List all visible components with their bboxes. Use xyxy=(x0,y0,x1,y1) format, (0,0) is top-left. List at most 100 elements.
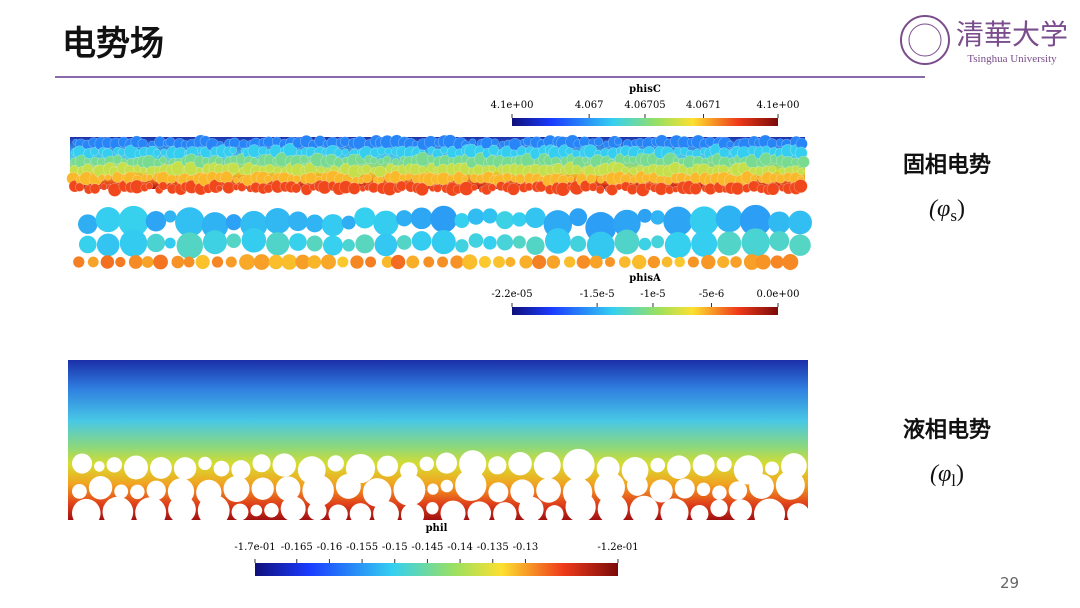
colorbar-label: -0.16 xyxy=(317,542,343,553)
anode-particle xyxy=(396,210,413,227)
cathode-particle xyxy=(415,182,429,197)
cathode-particle xyxy=(145,182,154,190)
pore xyxy=(536,478,561,503)
pore xyxy=(393,474,426,506)
anode-particle xyxy=(664,231,692,259)
pore xyxy=(94,461,105,472)
logo-name: 清華大学 xyxy=(956,19,1068,51)
pore xyxy=(650,457,666,473)
colorbar xyxy=(255,563,618,576)
pore xyxy=(467,501,492,520)
cathode-particle xyxy=(555,182,570,197)
anode-particle xyxy=(305,214,324,233)
anode-particle xyxy=(118,205,149,237)
anode-tab xyxy=(406,255,420,269)
pore xyxy=(130,484,145,500)
pore xyxy=(106,457,123,473)
anode-particle xyxy=(145,211,167,232)
pore xyxy=(488,456,507,475)
anode-particle xyxy=(289,233,307,251)
anode-particle xyxy=(483,236,497,250)
pore xyxy=(231,503,249,520)
anode-particle xyxy=(354,207,376,229)
anode-particle xyxy=(430,205,458,233)
anode-tab xyxy=(350,255,364,269)
anode-tab xyxy=(532,255,547,269)
cathode-particle xyxy=(404,173,413,181)
anode-particle xyxy=(637,208,652,223)
cathode-particle xyxy=(433,184,442,193)
anode-particle xyxy=(119,229,148,257)
cathode-particle xyxy=(793,179,808,194)
anode-particle xyxy=(146,233,166,253)
colorbar-label: -1e-5 xyxy=(640,289,665,300)
cathode-particle xyxy=(292,174,302,183)
pore xyxy=(455,469,487,501)
anode-tab xyxy=(462,254,478,270)
cathode-particle xyxy=(250,157,259,166)
cathode-particle xyxy=(470,184,478,192)
pore xyxy=(729,499,752,520)
cathode-particle xyxy=(166,174,177,184)
colorbar xyxy=(512,307,778,315)
pore xyxy=(102,496,134,520)
symbol-part: (φ xyxy=(929,196,950,222)
anode-particle xyxy=(306,235,323,252)
pore xyxy=(440,479,454,493)
cathode-particle xyxy=(158,181,168,191)
anode-particle xyxy=(512,235,526,249)
anode-particle xyxy=(495,211,514,230)
pore xyxy=(710,499,728,517)
cathode-particle xyxy=(461,175,469,183)
pore xyxy=(508,451,532,476)
pore xyxy=(493,502,517,520)
cathode-particle xyxy=(317,166,325,174)
anode-tab xyxy=(365,256,377,268)
anode-tab xyxy=(519,255,533,269)
pore xyxy=(72,483,87,499)
anode-particle xyxy=(741,228,770,257)
cathode-particle xyxy=(768,165,777,174)
colorbar-label: -5e-6 xyxy=(699,289,724,300)
anode-tab xyxy=(437,256,449,268)
anode-particle xyxy=(526,236,545,255)
symbol-part: ) xyxy=(957,196,965,222)
pore xyxy=(328,504,348,520)
anode-tab xyxy=(493,256,505,268)
pore xyxy=(435,452,458,474)
colorbar-label: -0.135 xyxy=(477,542,509,553)
colorbar-label: -2.2e-05 xyxy=(491,289,532,300)
anode-tab xyxy=(730,256,742,268)
pore xyxy=(272,453,296,477)
anode-particle xyxy=(454,213,470,229)
pore xyxy=(264,502,279,518)
symbol-part: s xyxy=(950,206,957,225)
pore xyxy=(302,474,334,507)
anode-particle xyxy=(650,210,665,225)
anode-tab xyxy=(128,255,143,269)
logo-subtitle: Tsinghua University xyxy=(967,53,1057,65)
symbol-part: (φ xyxy=(930,461,951,487)
anode-tab xyxy=(647,255,661,269)
pore xyxy=(124,455,149,480)
cathode-particle xyxy=(507,182,520,196)
anode-tab xyxy=(589,255,603,269)
anode-particle xyxy=(288,211,308,232)
cathode-particle xyxy=(395,180,407,192)
anode-tab xyxy=(183,256,195,268)
anode-tab xyxy=(717,255,730,269)
side-symbol: (φl) xyxy=(930,461,964,490)
logo-seal xyxy=(900,15,950,65)
cathode-particle xyxy=(139,166,147,174)
pore xyxy=(775,470,805,500)
anode-particle xyxy=(715,205,743,233)
pore xyxy=(114,484,129,499)
anode-particle xyxy=(431,229,456,255)
anode-particle xyxy=(410,207,433,230)
anode-particle xyxy=(467,208,485,225)
anode-particle xyxy=(241,227,267,253)
anode-particle xyxy=(322,235,343,256)
anode-tab xyxy=(661,256,673,268)
pore xyxy=(251,477,274,500)
colorbar-label: -0.15 xyxy=(382,542,408,553)
